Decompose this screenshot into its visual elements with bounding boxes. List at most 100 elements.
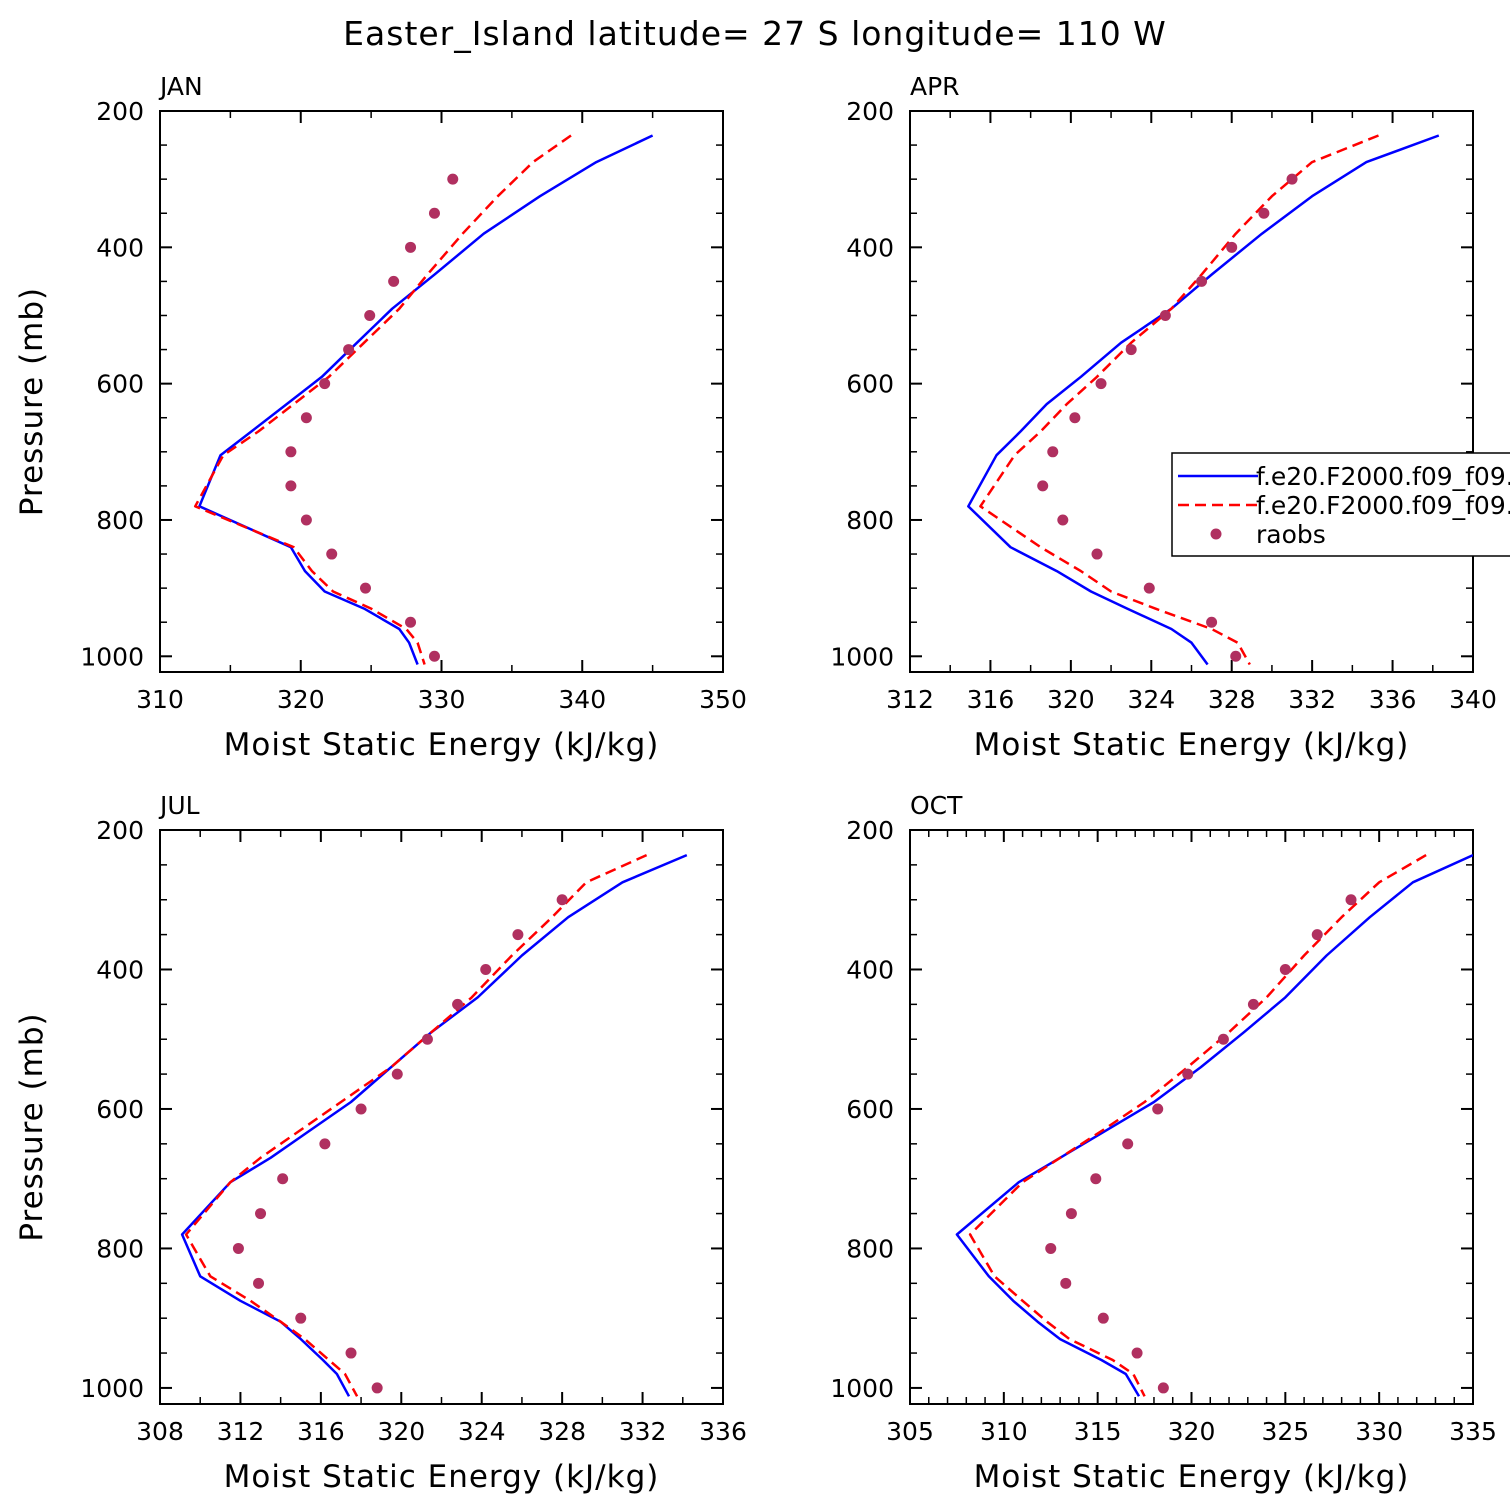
raobs-point: [285, 480, 297, 492]
raobs-point: [1037, 480, 1049, 492]
raobs-point: [1159, 309, 1171, 321]
model-line: [180, 853, 688, 1397]
x-tick-label: 328: [1208, 685, 1256, 714]
raobs-point: [253, 1277, 265, 1289]
raobs-point: [1097, 1312, 1109, 1324]
raobs-point: [355, 1103, 367, 1115]
y-tick-label: 200: [96, 816, 144, 845]
raobs-point: [1226, 241, 1238, 253]
x-tick-label: 312: [886, 685, 934, 714]
y-tick-label: 800: [96, 1234, 144, 1263]
y-tick-label: 400: [96, 233, 144, 262]
x-tick-label: 332: [1288, 685, 1336, 714]
model-line: [198, 134, 654, 665]
raobs-point: [1286, 173, 1298, 185]
raobs-point: [1152, 1103, 1164, 1115]
raobs-point: [1047, 446, 1059, 458]
raobs-point: [364, 309, 376, 321]
x-tick-label: 335: [1449, 1417, 1497, 1446]
raobs-point: [421, 1033, 433, 1045]
raobs-point: [345, 1347, 357, 1359]
y-tick-label: 800: [846, 506, 894, 535]
raobs-point: [343, 344, 355, 356]
legend-entry-label: f.e20.F2000.f09_f09.cesm2: [1256, 462, 1510, 491]
x-tick-label: 340: [558, 685, 606, 714]
y-tick-label: 600: [846, 370, 894, 399]
y-axis-label: Pressure (mb): [14, 287, 50, 516]
figure-title: Easter_Island latitude= 27 S longitude= …: [343, 14, 1167, 53]
x-axis-label: Moist Static Energy (kJ/kg): [974, 1459, 1410, 1495]
x-axis-label: Moist Static Energy (kJ/kg): [224, 727, 660, 763]
x-tick-label: 316: [297, 1417, 345, 1446]
y-tick-label: 200: [846, 816, 894, 845]
raobs-point: [1069, 412, 1081, 424]
x-tick-label: 315: [1074, 1417, 1122, 1446]
panel-jul: JUL 308 312 316 320 324 328 332 336 200 400 600 800 1…: [14, 791, 747, 1495]
raobs-point: [405, 241, 417, 253]
panel-month-label: JUL: [158, 791, 200, 820]
series-group: [180, 853, 688, 1397]
raobs-point: [1143, 582, 1155, 594]
raobs-point: [232, 1242, 244, 1254]
raobs-point: [405, 616, 417, 628]
raobs-point: [277, 1173, 289, 1185]
raobs-point: [255, 1208, 267, 1220]
x-tick-label: 336: [1369, 685, 1417, 714]
y-tick-label: 400: [846, 233, 894, 262]
ref-model-line: [193, 134, 572, 665]
raobs-point: [285, 446, 297, 458]
plot-frame: [159, 829, 724, 1405]
raobs-point: [1279, 963, 1291, 975]
raobs-point: [452, 998, 464, 1010]
raobs-point: [1247, 998, 1259, 1010]
series-group: [193, 134, 654, 665]
raobs-point: [319, 1138, 331, 1150]
raobs-point: [391, 1068, 403, 1080]
legend-entry-label: f.e20.F2000.f09_f09.cesm2_ref: [1256, 491, 1510, 520]
raobs-point: [300, 412, 312, 424]
series-group: [955, 853, 1473, 1397]
x-tick-label: 312: [217, 1417, 265, 1446]
legend-raobs-marker: [1210, 528, 1222, 540]
panel-month-label: JAN: [158, 72, 203, 101]
ref-model-line: [184, 853, 648, 1397]
raobs-point: [1095, 378, 1107, 390]
panels: JAN 310 320 330 340 350 200 400 600 800 1000 Moist …: [14, 72, 1510, 1495]
x-tick-label: 324: [1127, 685, 1175, 714]
x-tick-label: 308: [136, 1417, 184, 1446]
ref-model-line: [968, 854, 1427, 1397]
y-tick-label: 1000: [80, 642, 144, 671]
raobs-point: [428, 650, 440, 662]
x-tick-label: 320: [1047, 685, 1095, 714]
x-axis-label: Moist Static Energy (kJ/kg): [974, 727, 1410, 763]
y-tick-label: 1000: [830, 1374, 894, 1403]
y-tick-label: 800: [846, 1234, 894, 1263]
plot-frame: [159, 110, 724, 673]
x-tick-label: 324: [458, 1417, 506, 1446]
raobs-point: [1230, 650, 1242, 662]
series-group: [967, 134, 1440, 666]
x-tick-label: 340: [1449, 685, 1497, 714]
ref-model-line: [979, 134, 1379, 666]
x-axis-label: Moist Static Energy (kJ/kg): [224, 1459, 660, 1495]
raobs-point: [371, 1382, 383, 1394]
y-tick-label: 400: [846, 955, 894, 984]
x-tick-label: 330: [418, 685, 466, 714]
raobs-point: [1206, 616, 1218, 628]
raobs-point: [1131, 1347, 1143, 1359]
panel-oct: OCT 305 310 315 320 325 330 335 200 400 600 800 1000…: [830, 791, 1496, 1495]
x-tick-label: 350: [699, 685, 747, 714]
x-tick-label: 320: [1168, 1417, 1216, 1446]
x-tick-label: 328: [538, 1417, 586, 1446]
raobs-point: [447, 173, 459, 185]
raobs-point: [326, 548, 338, 560]
raobs-point: [1125, 344, 1137, 356]
raobs-point: [1091, 548, 1103, 560]
raobs-point: [300, 514, 312, 526]
raobs-point: [1057, 514, 1069, 526]
panel-month-label: OCT: [910, 791, 963, 820]
raobs-point: [359, 582, 371, 594]
y-tick-label: 200: [96, 97, 144, 126]
y-tick-label: 1000: [830, 642, 894, 671]
x-tick-label: 325: [1261, 1417, 1309, 1446]
